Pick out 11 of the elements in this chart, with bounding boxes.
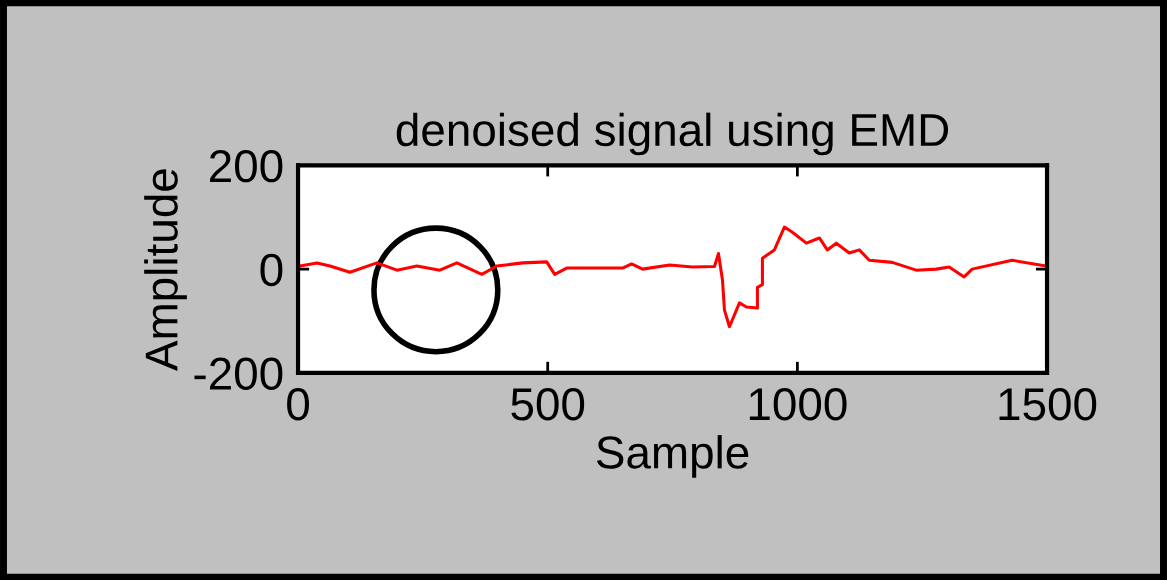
x-tick-label: 500 xyxy=(511,388,585,421)
x-axis-title: Sample xyxy=(596,435,749,478)
line-series xyxy=(298,225,1048,329)
x-tick-label: 1000 xyxy=(749,388,847,421)
x-tick-label: 1500 xyxy=(999,388,1097,421)
y-tick-label: 0 xyxy=(260,253,283,287)
x-tick-label: 0 xyxy=(287,388,310,421)
y-tick-label: 200 xyxy=(210,149,283,183)
y-axis-title: Amplitude xyxy=(144,169,187,371)
y-tick-label: -200 xyxy=(194,357,283,390)
chart-title: denoised signal using EMD xyxy=(396,112,949,156)
